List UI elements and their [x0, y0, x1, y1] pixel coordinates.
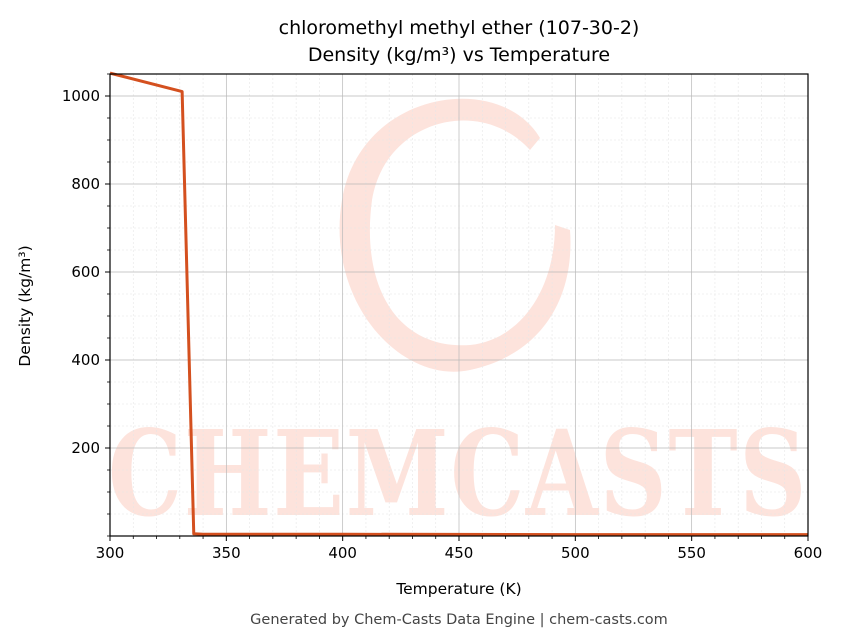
x-axis-label: Temperature (K) [395, 580, 521, 598]
series-layer [109, 71, 808, 537]
x-tick-label: 550 [677, 544, 706, 562]
y-tick-label: 800 [71, 175, 100, 193]
x-tick-label: 400 [328, 544, 357, 562]
density-series-line [109, 71, 808, 537]
watermark-logo: CHEMCASTS [108, 98, 808, 543]
y-tick-label: 400 [71, 351, 100, 369]
watermark-text: CHEMCASTS [108, 404, 808, 543]
y-axis-label: Density (kg/m³) [16, 245, 34, 366]
x-axis: 300 350 400 450 500 550 600 [96, 536, 823, 562]
x-tick-label: 300 [96, 544, 125, 562]
y-tick-label: 200 [71, 439, 100, 457]
watermark-swoosh-icon [339, 98, 571, 372]
footer-credit: Generated by Chem-Casts Data Engine | ch… [250, 612, 668, 628]
x-tick-label: 600 [794, 544, 823, 562]
y-tick-label: 600 [71, 263, 100, 281]
y-axis: 200 400 600 800 1000 [62, 73, 110, 537]
x-tick-label: 500 [561, 544, 590, 562]
chart-subtitle: Density (kg/m³) vs Temperature [308, 44, 610, 66]
chart-title: chloromethyl methyl ether (107-30-2) [279, 17, 640, 39]
x-tick-label: 450 [445, 544, 474, 562]
y-tick-label: 1000 [62, 87, 100, 105]
x-tick-label: 350 [212, 544, 241, 562]
